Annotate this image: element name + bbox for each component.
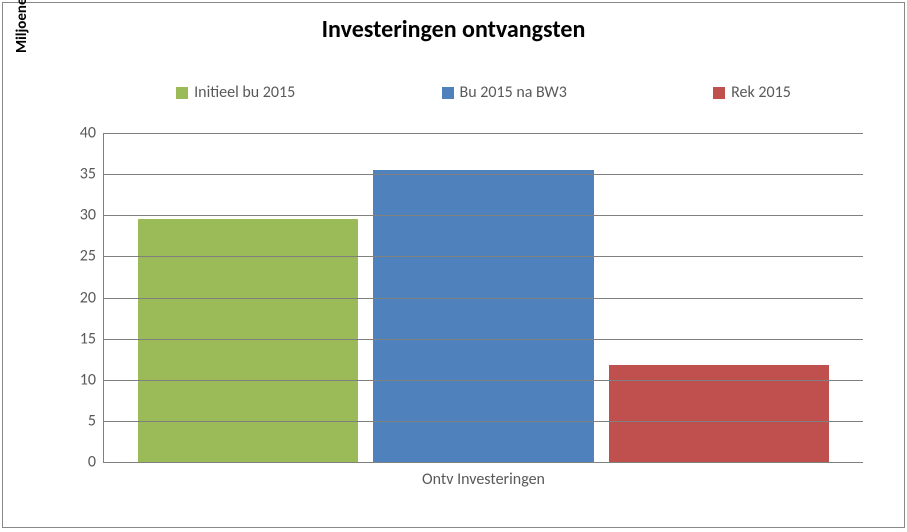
- chart-frame: Investeringen ontvangsten Miljoenen Init…: [2, 2, 905, 528]
- plot-area: Ontv Investeringen 0510152025303540: [103, 133, 863, 463]
- legend-label: Rek 2015: [731, 83, 791, 102]
- legend-label: Bu 2015 na BW3: [460, 83, 567, 102]
- legend-item: Initieel bu 2015: [176, 83, 295, 102]
- gridline: [104, 256, 863, 257]
- legend-swatch: [176, 87, 188, 99]
- y-tick-label: 15: [80, 329, 96, 348]
- gridline: [104, 380, 863, 381]
- legend-swatch: [442, 87, 454, 99]
- bar: [373, 170, 593, 462]
- legend-swatch: [713, 87, 725, 99]
- legend-item: Bu 2015 na BW3: [442, 83, 567, 102]
- x-category-label: Ontv Investeringen: [104, 470, 863, 489]
- y-tick-label: 25: [80, 247, 96, 266]
- y-tick-label: 0: [88, 453, 96, 472]
- legend-label: Initieel bu 2015: [194, 83, 295, 102]
- y-tick-label: 20: [80, 288, 96, 307]
- y-tick-label: 40: [80, 124, 96, 143]
- y-tick-label: 10: [80, 370, 96, 389]
- gridline: [104, 133, 863, 134]
- y-tick-label: 5: [88, 411, 96, 430]
- y-tick-label: 35: [80, 165, 96, 184]
- gridline: [104, 298, 863, 299]
- y-tick-label: 30: [80, 206, 96, 225]
- chart-title: Investeringen ontvangsten: [3, 15, 904, 44]
- gridline: [104, 215, 863, 216]
- legend-item: Rek 2015: [713, 83, 791, 102]
- legend: Initieel bu 2015 Bu 2015 na BW3 Rek 2015: [103, 83, 864, 102]
- gridline: [104, 174, 863, 175]
- gridline: [104, 339, 863, 340]
- y-axis-label: Miljoenen: [13, 0, 31, 53]
- gridline: [104, 421, 863, 422]
